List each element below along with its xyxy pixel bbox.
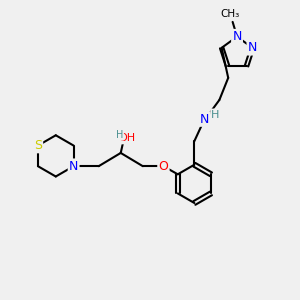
Text: N: N — [69, 160, 78, 173]
Text: OH: OH — [118, 133, 135, 143]
Text: N: N — [232, 30, 242, 43]
Text: N: N — [248, 41, 257, 54]
Text: H: H — [212, 110, 220, 120]
Text: CH₃: CH₃ — [220, 9, 239, 19]
Text: O: O — [158, 160, 168, 173]
Text: N: N — [200, 112, 209, 126]
Text: S: S — [34, 139, 42, 152]
Text: H: H — [116, 130, 123, 140]
